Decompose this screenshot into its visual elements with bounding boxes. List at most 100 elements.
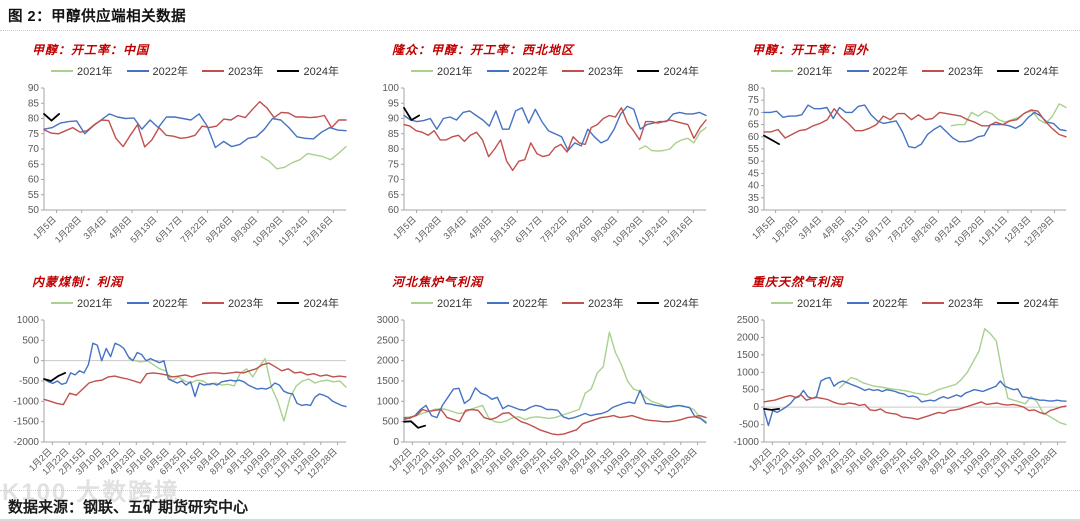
- chart-title: 甲醇：开工率：中国: [32, 43, 150, 57]
- svg-text:0: 0: [753, 402, 759, 413]
- legend-item: 2021年: [411, 295, 473, 311]
- svg-text:55: 55: [28, 190, 40, 201]
- svg-text:0: 0: [393, 437, 399, 448]
- legend-item: 2023年: [202, 295, 263, 311]
- series-line-2023年: [763, 394, 1067, 421]
- legend-label: 2022年: [512, 298, 548, 310]
- legend-label: 2023年: [588, 66, 624, 78]
- x-axis-tick-label: 7月22日: [179, 214, 209, 244]
- legend-label: 2023年: [228, 66, 264, 78]
- legend-label: 2023年: [948, 66, 984, 78]
- legend-label: 2022年: [152, 298, 188, 310]
- chart-panel-profit-chongqing-natural-gas: 重庆天然气利润 2021年 2022年 2023年 2024年 -1000 -500 0 5…: [720, 263, 1080, 491]
- figure-footer: 数据来源：钢联、五矿期货研究中心: [0, 490, 1080, 521]
- svg-text:90: 90: [388, 114, 400, 125]
- legend-line-swatch: [997, 70, 1020, 72]
- chart-canvas: 30354045505560657075801月5日1月28日3月4日4月8日5…: [748, 83, 1067, 248]
- chart-title: 河北焦炉气利润: [392, 275, 484, 289]
- series-line-2024年: [763, 408, 780, 411]
- series-line-2023年: [43, 362, 347, 406]
- svg-text:2000: 2000: [737, 332, 760, 343]
- legend-label: 2024年: [303, 298, 339, 310]
- legend-item: 2023年: [202, 63, 263, 79]
- svg-text:-500: -500: [739, 420, 759, 431]
- figure-header: 图 2：甲醇供应端相关数据: [0, 0, 1080, 31]
- chart-canvas: 60657075808590951001月5日1月28日3月4日4月8日5月13…: [382, 83, 707, 248]
- legend-line-swatch: [771, 302, 794, 304]
- x-axis-tick-label: 6月17日: [153, 214, 183, 244]
- svg-text:60: 60: [388, 205, 400, 216]
- series-line-2022年: [403, 387, 707, 424]
- svg-text:1500: 1500: [377, 376, 400, 387]
- series-line-2022年: [403, 105, 707, 152]
- svg-text:75: 75: [388, 159, 400, 170]
- svg-text:-1000: -1000: [733, 437, 759, 448]
- data-source-text: 数据来源：钢联、五矿期货研究中心: [8, 499, 249, 516]
- svg-text:-1000: -1000: [13, 396, 39, 407]
- legend-label: 2021年: [437, 298, 473, 310]
- series-line-2024年: [43, 372, 66, 382]
- svg-text:100: 100: [382, 83, 399, 94]
- legend-item: 2024年: [277, 63, 339, 79]
- svg-text:50: 50: [748, 156, 760, 167]
- legend-line-swatch: [637, 70, 660, 72]
- svg-text:1500: 1500: [737, 350, 760, 361]
- series-line-2023年: [43, 101, 347, 148]
- svg-text:95: 95: [388, 98, 400, 109]
- legend-line-swatch: [51, 70, 74, 72]
- chart-panel-profit-inner-mongolia-coal: 内蒙煤制：利润 2021年 2022年 2023年 2024年 -2000 -1500 -…: [0, 263, 360, 491]
- x-axis-tick-label: 8月26日: [204, 214, 234, 244]
- svg-text:-500: -500: [19, 376, 39, 387]
- series-line-2021年: [638, 126, 707, 152]
- series-line-2021年: [403, 331, 707, 424]
- svg-text:75: 75: [748, 95, 760, 106]
- svg-text:500: 500: [382, 417, 399, 428]
- svg-text:80: 80: [28, 114, 40, 125]
- chart-title: 内蒙煤制：利润: [32, 275, 124, 289]
- legend-label: 2022年: [512, 66, 548, 78]
- legend-label: 2021年: [797, 298, 833, 310]
- legend-line-swatch: [126, 302, 149, 304]
- svg-text:80: 80: [748, 83, 760, 94]
- svg-text:-1500: -1500: [13, 417, 39, 428]
- legend-line-swatch: [562, 302, 584, 304]
- legend-label: 2021年: [77, 66, 113, 78]
- legend-item: 2021年: [771, 63, 833, 79]
- chart-panel-operating-rate-foreign: 甲醇：开工率：国外 2021年 2022年 2023年 2024年 30 35 40 45 5…: [720, 31, 1080, 263]
- legend-label: 2022年: [152, 66, 188, 78]
- chart-canvas: -2000-1500-1000-500050010001月2日1月22日2月15…: [13, 315, 347, 480]
- series-line-2023年: [403, 107, 707, 172]
- svg-text:2000: 2000: [377, 356, 400, 367]
- x-axis-tick-label: 5月13日: [128, 214, 158, 244]
- chart-legend: 2021年 2022年 2023年 2024年: [32, 62, 358, 80]
- chart-legend: 2021年 2022年 2023年 2024年: [392, 294, 718, 312]
- legend-line-swatch: [411, 70, 434, 72]
- x-axis-tick-label: 3月4日: [441, 214, 468, 241]
- chart-legend: 2021年 2022年 2023年 2024年: [752, 62, 1078, 80]
- legend-line-swatch: [486, 70, 509, 72]
- x-axis-tick-label: 3月4日: [797, 214, 824, 241]
- legend-line-swatch: [486, 302, 509, 304]
- legend-item: 2024年: [637, 63, 699, 79]
- legend-item: 2023年: [922, 295, 983, 311]
- svg-text:60: 60: [28, 175, 40, 186]
- legend-line-swatch: [922, 302, 944, 304]
- legend-label: 2021年: [77, 298, 113, 310]
- svg-text:-2000: -2000: [13, 437, 39, 448]
- svg-text:75: 75: [28, 129, 40, 140]
- series-line-2024年: [403, 106, 420, 121]
- chart-legend: 2021年 2022年 2023年 2024年: [752, 294, 1078, 312]
- legend-label: 2024年: [1023, 66, 1059, 78]
- svg-text:45: 45: [748, 168, 760, 179]
- legend-line-swatch: [277, 302, 300, 304]
- legend-item: 2021年: [51, 63, 113, 79]
- svg-text:65: 65: [748, 120, 760, 131]
- chart-legend: 2021年 2022年 2023年 2024年: [392, 62, 718, 80]
- legend-item: 2024年: [637, 295, 699, 311]
- chart-canvas: -1000-500050010001500200025001月2日1月22日2月…: [733, 315, 1067, 480]
- chart-legend: 2021年 2022年 2023年 2024年: [32, 294, 358, 312]
- legend-line-swatch: [411, 302, 434, 304]
- legend-label: 2022年: [872, 298, 908, 310]
- svg-text:2500: 2500: [737, 315, 760, 326]
